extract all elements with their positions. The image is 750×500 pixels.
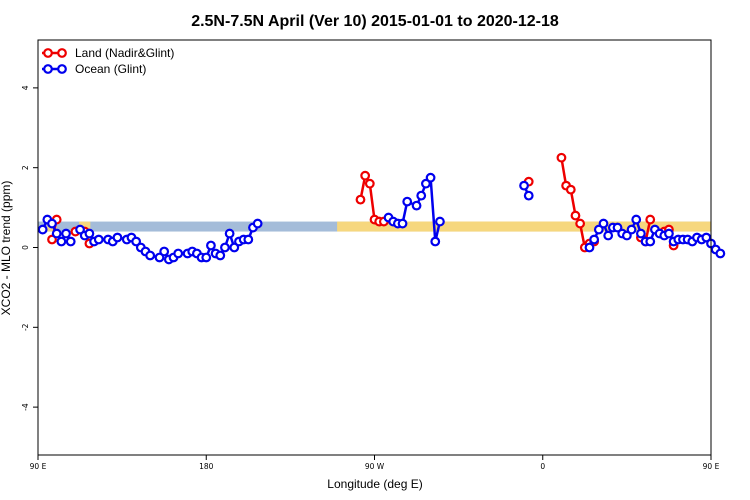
data-point — [159, 246, 170, 257]
x-tick-label: 0 — [540, 462, 545, 471]
data-point — [523, 190, 534, 201]
data-point — [215, 250, 226, 261]
data-point — [364, 178, 375, 189]
data-point — [603, 230, 614, 241]
y-tick-label: -4 — [21, 403, 30, 411]
data-point — [565, 184, 576, 195]
data-point — [621, 230, 632, 241]
series-0 — [47, 152, 679, 253]
land-band-segment — [524, 221, 655, 232]
x-axis-label: Longitude (deg E) — [327, 477, 422, 491]
data-point — [570, 210, 581, 221]
land-band-segment — [79, 221, 91, 232]
data-point — [397, 218, 408, 229]
data-point — [220, 242, 230, 253]
x-tick-label: 180 — [199, 462, 214, 471]
legend: Land (Nadir&Glint) Ocean (Glint) — [42, 46, 174, 76]
series-line — [560, 157, 595, 250]
data-point — [584, 242, 595, 253]
series-layer — [37, 152, 726, 265]
data-point — [47, 218, 57, 229]
data-point — [252, 218, 263, 229]
data-point — [201, 252, 212, 263]
data-point — [355, 194, 366, 205]
legend-label: Ocean (Glint) — [75, 62, 146, 76]
y-axis-label: XCO2 - MLO trend (ppm) — [0, 181, 13, 316]
data-point — [243, 234, 254, 245]
data-point — [715, 248, 726, 259]
data-point — [84, 228, 95, 239]
data-point — [589, 234, 600, 245]
data-point — [37, 224, 48, 235]
data-point — [575, 218, 586, 229]
data-point — [145, 250, 156, 261]
data-point — [173, 248, 184, 259]
data-point — [645, 214, 656, 225]
y-tick-label: 2 — [21, 165, 30, 170]
data-point — [112, 232, 123, 243]
data-point — [556, 152, 567, 163]
data-point — [416, 190, 427, 201]
data-point — [75, 224, 85, 235]
data-point — [612, 222, 623, 233]
data-point — [635, 228, 646, 239]
data-point — [56, 236, 67, 247]
data-point — [224, 228, 235, 239]
chart-title: 2.5N-7.5N April (Ver 10) 2015-01-01 to 2… — [191, 13, 559, 30]
y-tick-label: 0 — [21, 245, 30, 250]
legend-swatch-marker — [43, 64, 53, 74]
y-tick-label: -2 — [21, 323, 30, 331]
y-axis: -4 -2 0 2 4 — [21, 85, 38, 411]
data-point — [430, 236, 441, 247]
x-axis: 90 E 180 90 W 0 90 E — [30, 455, 720, 471]
legend-swatch-marker — [43, 48, 53, 58]
data-point — [360, 170, 371, 181]
data-point — [631, 214, 642, 225]
data-point — [51, 228, 62, 239]
data-point — [664, 228, 674, 239]
data-point — [65, 236, 76, 247]
legend-swatch-marker — [57, 48, 67, 58]
data-point — [645, 236, 656, 247]
legend-swatch-marker — [57, 64, 67, 74]
data-point — [229, 242, 240, 253]
land-band-segment — [374, 221, 525, 232]
data-point — [61, 228, 71, 239]
data-point — [701, 232, 712, 243]
data-point — [435, 216, 445, 227]
data-point — [411, 200, 422, 211]
series-1 — [37, 172, 726, 265]
data-point — [626, 224, 637, 235]
data-point — [421, 178, 431, 189]
data-point — [598, 218, 609, 229]
data-point — [519, 180, 529, 191]
legend-label: Land (Nadir&Glint) — [75, 46, 174, 60]
data-point — [154, 252, 165, 263]
x-tick-label: 90 E — [30, 462, 47, 471]
data-point — [425, 172, 436, 183]
data-point — [593, 224, 604, 235]
data-point — [206, 240, 216, 251]
data-point — [93, 234, 104, 245]
x-tick-label: 90 W — [365, 462, 385, 471]
data-point — [131, 236, 142, 247]
x-tick-label: 90 E — [703, 462, 720, 471]
y-tick-label: 4 — [21, 85, 30, 90]
data-point — [47, 234, 57, 245]
data-point — [402, 196, 413, 207]
